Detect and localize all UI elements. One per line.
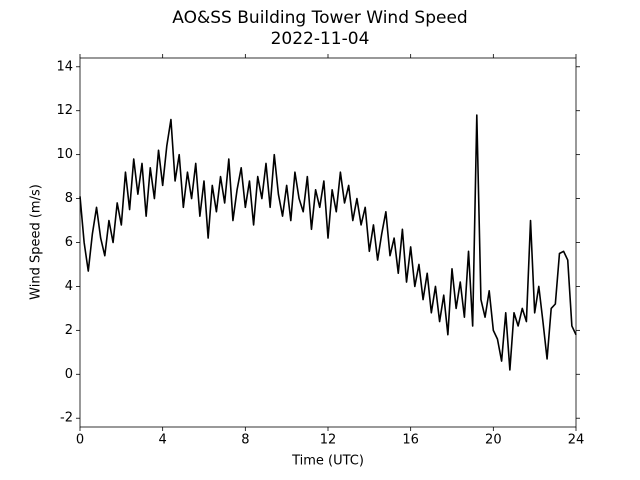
y-tick-label: 6 bbox=[65, 235, 73, 250]
x-tick-label: 4 bbox=[159, 433, 167, 448]
x-tick-label: 12 bbox=[320, 433, 337, 448]
x-tick-label: 8 bbox=[241, 433, 249, 448]
chart-subtitle: 2022-11-04 bbox=[271, 29, 370, 49]
y-axis-label: Wind Speed (m/s) bbox=[29, 184, 44, 300]
x-tick-label: 20 bbox=[485, 433, 502, 448]
y-tick-label: 8 bbox=[65, 191, 73, 206]
x-axis-label: Time (UTC) bbox=[291, 454, 364, 469]
y-tick-label: 12 bbox=[56, 103, 73, 118]
x-tick-label: 24 bbox=[568, 433, 585, 448]
data-line bbox=[79, 114, 577, 371]
y-tick-label: 0 bbox=[65, 367, 73, 382]
y-tick-label: 14 bbox=[56, 59, 73, 74]
y-tick-label: 2 bbox=[65, 323, 73, 338]
y-tick-label: 4 bbox=[65, 279, 73, 294]
y-tick-label: 10 bbox=[56, 147, 73, 162]
chart-title: AO&SS Building Tower Wind Speed bbox=[172, 8, 467, 28]
plot-frame bbox=[79, 57, 577, 428]
x-tick-label: 0 bbox=[76, 433, 84, 448]
y-tick-label: -2 bbox=[60, 411, 73, 426]
x-tick-label: 16 bbox=[402, 433, 419, 448]
